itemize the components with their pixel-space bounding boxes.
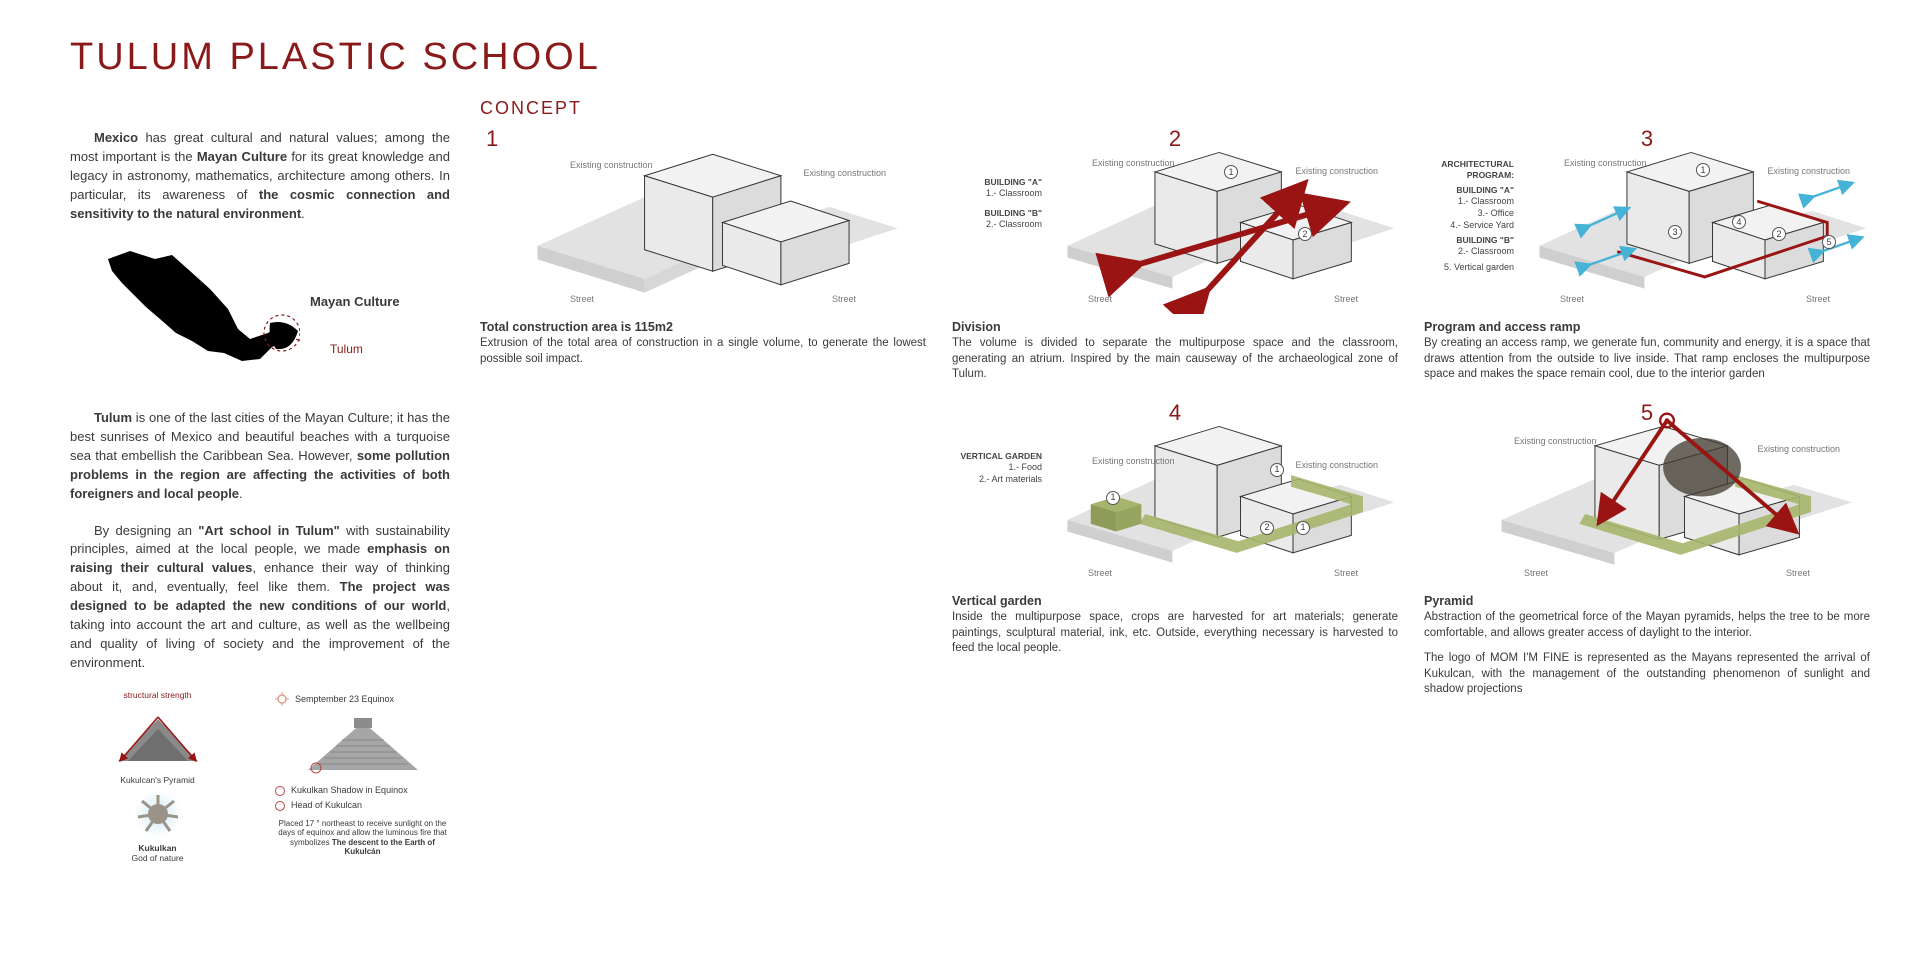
iso-garden-icon bbox=[1048, 403, 1398, 588]
concept-3-side-labels: ARCHITECTURAL PROGRAM: BUILDING "A" 1.- … bbox=[1424, 129, 1520, 274]
equinox-note: Placed 17 ° northeast to receive sunligh… bbox=[275, 819, 450, 857]
sun-icon bbox=[275, 692, 289, 706]
map-label-tulum: Tulum bbox=[330, 341, 363, 358]
pyramid-diagram: structural strength Kukulcan's Pyramid K… bbox=[70, 690, 245, 863]
iso-pyramid-icon bbox=[1464, 403, 1870, 588]
mexico-silhouette-icon bbox=[100, 241, 300, 381]
kukulkan-icon bbox=[128, 789, 188, 839]
pyramid-icon bbox=[98, 701, 218, 771]
intro-para-3: By designing an "Art school in Tulum" wi… bbox=[70, 522, 450, 673]
reference-diagrams: structural strength Kukulcan's Pyramid K… bbox=[70, 690, 450, 863]
equinox-diagram: Semptember 23 Equinox Kukulkan Shadow in… bbox=[275, 690, 450, 863]
concept-1: 1 bbox=[480, 129, 926, 383]
left-column: Mexico has great cultural and natural va… bbox=[70, 129, 450, 863]
chichen-pyramid-icon bbox=[288, 708, 438, 778]
concept-2-drawing: 1 2 Existing construction Existing const… bbox=[1048, 129, 1398, 314]
marker-dot-icon bbox=[275, 786, 285, 796]
concept-4-drawing: 1 1 2 1 Existing construction Existing c… bbox=[1048, 403, 1398, 588]
intro-para-1: Mexico has great cultural and natural va… bbox=[70, 129, 450, 223]
concept-4: 4 VERTICAL GARDEN 1.- Food 2.- Art mater… bbox=[952, 403, 1398, 698]
iso-volume-icon bbox=[480, 129, 926, 314]
concept-2-side-labels: BUILDING "A" 1.- Classroom BUILDING "B" … bbox=[952, 129, 1048, 230]
concept-4-side-labels: VERTICAL GARDEN 1.- Food 2.- Art materia… bbox=[952, 403, 1048, 485]
concept-subtitle: CONCEPT bbox=[480, 95, 1870, 121]
concept-5-drawing: Existing construction Existing construct… bbox=[1464, 403, 1870, 588]
concept-3-drawing: 1 4 3 2 5 Existing construction Existing… bbox=[1520, 129, 1870, 314]
concept-spacer bbox=[480, 403, 926, 698]
marker-dot-icon bbox=[275, 801, 285, 811]
concept-1-drawing: Existing construction Existing construct… bbox=[480, 129, 926, 314]
intro-para-2: Tulum is one of the last cities of the M… bbox=[70, 409, 450, 503]
map-label-culture: Mayan Culture bbox=[310, 293, 400, 312]
concept-2: 2 BUILDING "A" 1.- Classroom BUILDING "B… bbox=[952, 129, 1398, 383]
bold-mexico: Mexico bbox=[94, 130, 138, 145]
concept-3: 3 ARCHITECTURAL PROGRAM: BUILDING "A" 1.… bbox=[1424, 129, 1870, 383]
concept-area: 1 bbox=[480, 129, 1870, 863]
concept-5: 5 bbox=[1424, 403, 1870, 698]
mexico-map: Mayan Culture Tulum bbox=[100, 241, 450, 391]
page-title: TULUM PLASTIC SCHOOL bbox=[70, 30, 1870, 85]
